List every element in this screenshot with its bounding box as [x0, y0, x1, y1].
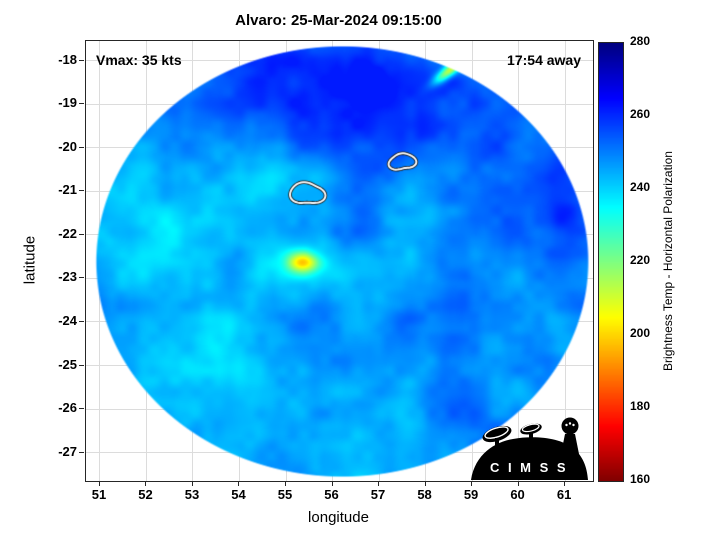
y-tick-mark	[79, 190, 84, 192]
y-tick-mark	[79, 146, 84, 148]
logo-dome	[471, 437, 588, 480]
colorbar-tick-label: 180	[630, 399, 651, 413]
obs-age-annotation: 17:54 away	[507, 52, 581, 68]
x-tick-label: 57	[370, 487, 386, 502]
dish-stem	[495, 438, 499, 446]
x-tick-label: 54	[231, 487, 246, 502]
x-tick-mark	[285, 481, 286, 486]
x-tick-mark	[145, 481, 147, 486]
y-tick-mark	[79, 233, 84, 235]
heatmap-canvas	[86, 41, 593, 481]
x-tick-label: 51	[91, 487, 107, 502]
x-tick-label: 59	[463, 487, 479, 502]
x-tick-mark	[238, 481, 240, 486]
y-tick-label: -21	[58, 182, 77, 198]
y-tick-label: -25	[58, 356, 77, 372]
plot-area: C I M S S Vmax: 35 kts 17:54 away	[85, 40, 594, 482]
y-tick-label: -18	[58, 51, 77, 67]
water-tower-icon	[561, 417, 579, 454]
x-tick-label: 58	[417, 487, 432, 502]
dish-2-stem	[529, 432, 533, 442]
x-tick-mark	[517, 481, 519, 486]
y-tick-label: -22	[58, 225, 77, 241]
satellite-dish-2-icon	[520, 423, 542, 435]
x-tick-label: 52	[138, 487, 153, 502]
plot-title: Alvaro: 25-Mar-2024 09:15:00	[235, 12, 442, 29]
x-tick-label: 61	[556, 487, 572, 502]
x-axis-label: longitude	[308, 509, 369, 526]
x-tick-mark	[98, 481, 100, 486]
cimss-logo-text: C I M S S	[490, 460, 568, 475]
x-tick-label: 55	[277, 487, 293, 502]
y-tick-label: -27	[58, 443, 77, 459]
y-axis-label: latitude	[21, 235, 39, 285]
y-tick-label: -19	[58, 95, 77, 111]
x-tick-mark	[564, 481, 566, 486]
colorbar-tick-label: 280	[630, 34, 651, 48]
x-tick-mark	[471, 481, 473, 486]
y-tick-label: -26	[58, 400, 77, 416]
y-tick-mark	[79, 408, 84, 410]
x-tick-label: 56	[324, 487, 339, 502]
vmax-annotation: Vmax: 35 kts	[96, 52, 182, 68]
colorbar-tick-label: 260	[630, 107, 651, 121]
x-tick-mark	[191, 481, 193, 486]
satellite-dish-icon	[482, 425, 512, 443]
colorbar	[598, 42, 624, 482]
y-tick-mark	[79, 451, 84, 453]
y-tick-mark	[79, 364, 84, 366]
y-tick-mark	[79, 320, 84, 322]
colorbar-tick-label: 200	[630, 326, 651, 340]
x-tick-label: 60	[510, 487, 525, 502]
colorbar-tick-label: 240	[630, 180, 651, 194]
y-tick-label: -20	[58, 138, 77, 154]
colorbar-tick-label: 160	[630, 472, 651, 486]
x-tick-label: 53	[184, 487, 200, 502]
y-tick-mark	[79, 277, 84, 279]
y-tick-mark	[79, 103, 84, 105]
x-tick-mark	[424, 481, 426, 486]
y-tick-mark	[79, 59, 84, 61]
x-tick-mark	[331, 481, 333, 486]
cimss-logo: C I M S S	[471, 417, 588, 480]
x-tick-mark	[378, 481, 380, 486]
colorbar-tick-label: 220	[630, 253, 651, 267]
y-tick-label: -23	[58, 269, 77, 285]
y-tick-label: -24	[58, 312, 77, 328]
